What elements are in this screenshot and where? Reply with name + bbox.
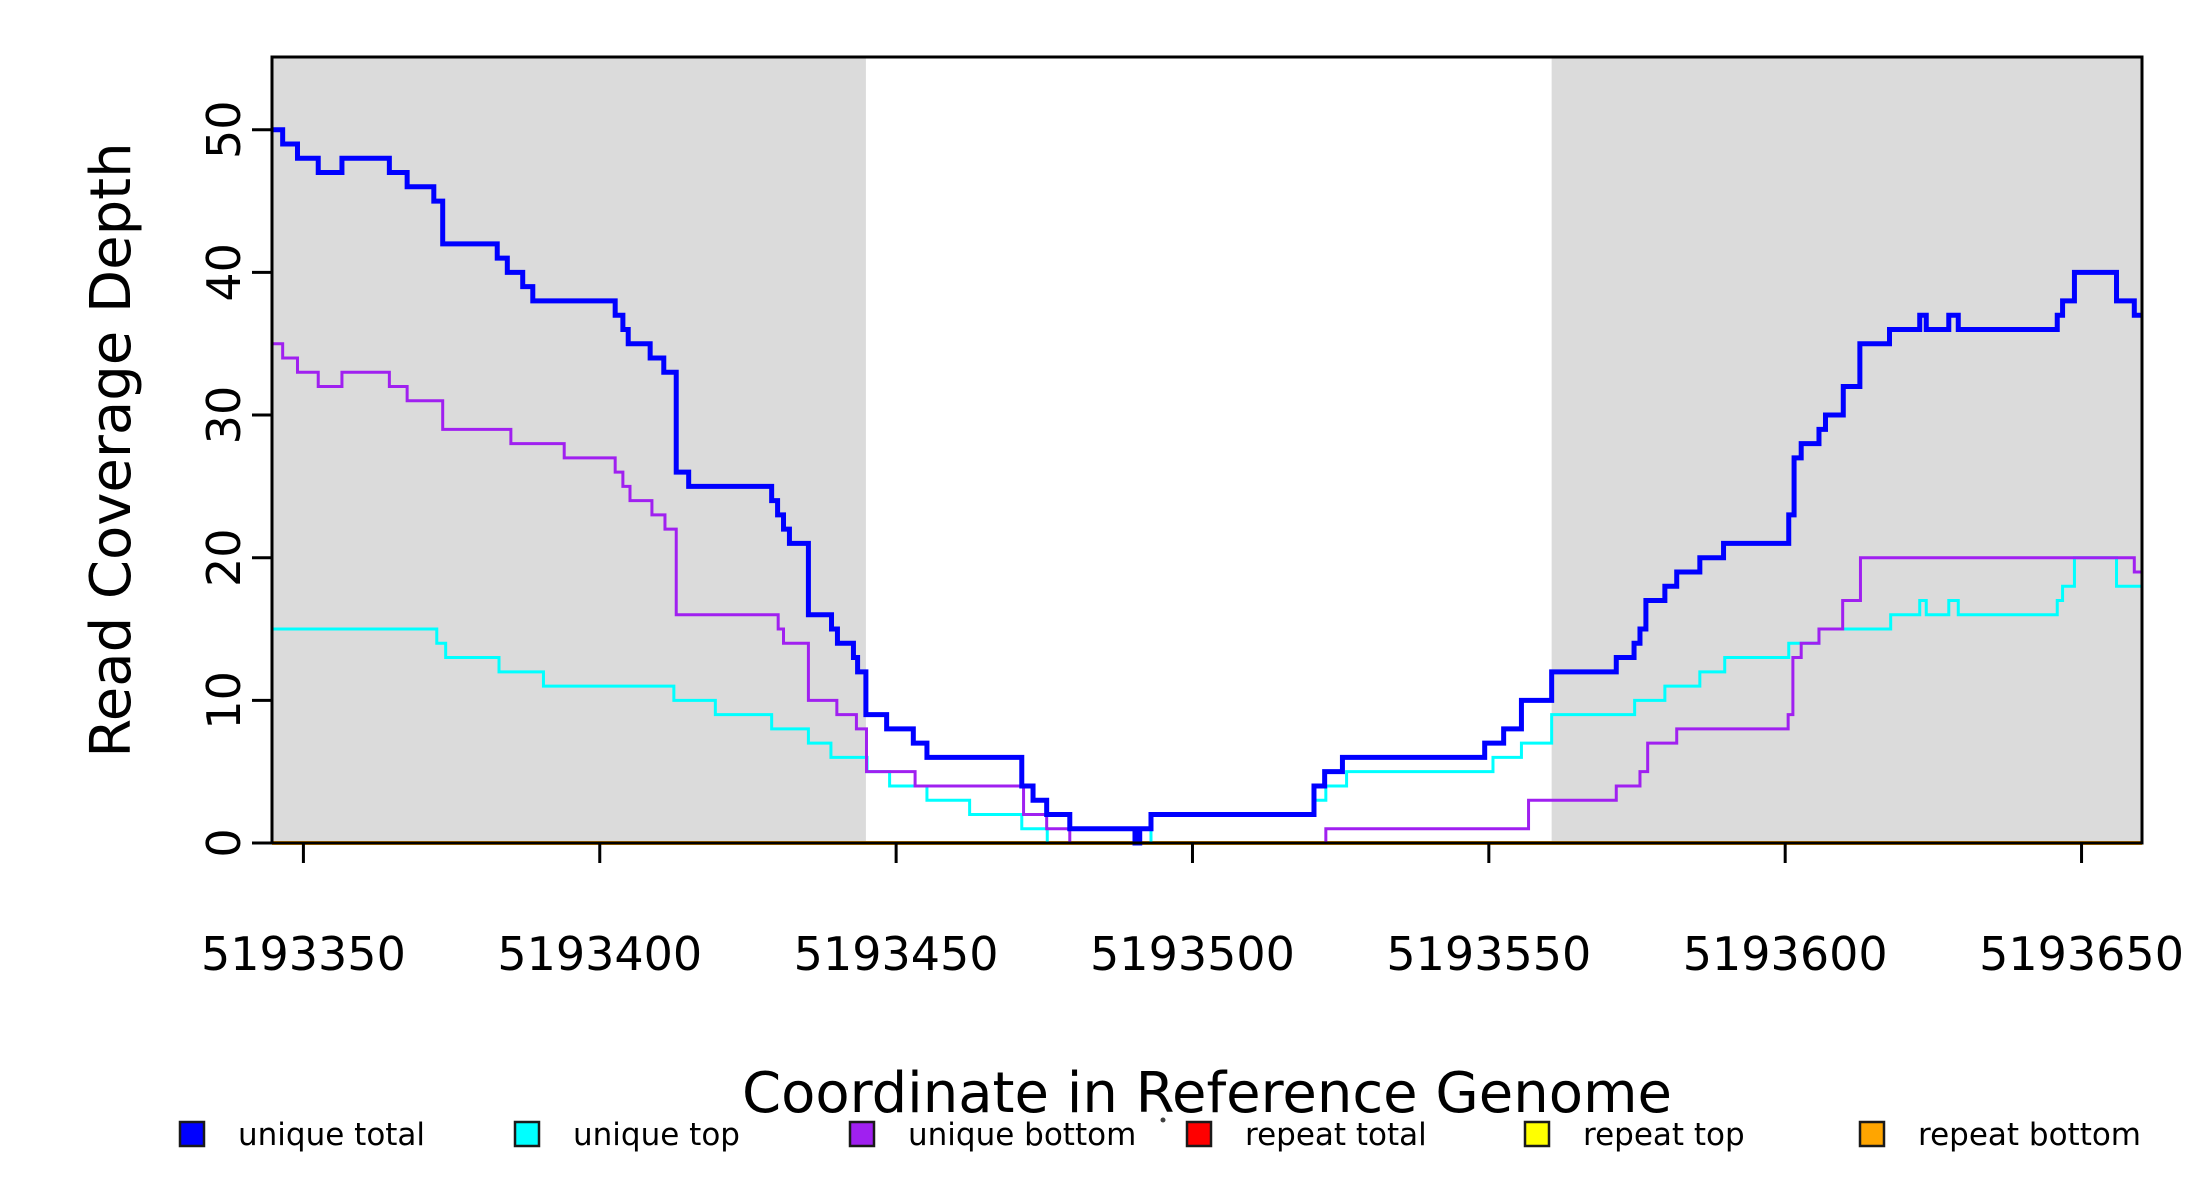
axis-tick-label-layer: 5193350 5193400 5193450 5193500 5193550 51936… xyxy=(197,100,2184,981)
y-tick-label: 30 xyxy=(197,386,251,445)
legend-label: unique bottom xyxy=(908,1117,1136,1153)
legend-item: repeat total xyxy=(1185,1117,1427,1153)
legend-item: repeat bottom xyxy=(1858,1117,2141,1153)
legend-label: repeat total xyxy=(1245,1117,1427,1153)
x-tick-label: 5193650 xyxy=(1979,927,2184,981)
legend-item: repeat top xyxy=(1523,1117,1745,1153)
legend: unique total unique top unique bottom repea… xyxy=(178,1117,2141,1153)
legend-swatch-repeat-top xyxy=(1523,1120,1551,1148)
axis-tick-layer xyxy=(252,128,2084,863)
stray-dot xyxy=(1160,1117,1166,1123)
plot-frame xyxy=(270,55,2144,845)
series-line-unique-top xyxy=(272,556,2142,845)
shaded-band xyxy=(1551,57,2142,843)
x-tick-label: 5193350 xyxy=(201,927,406,981)
series-line-unique-total xyxy=(272,127,2142,846)
legend-swatch-unique-bottom xyxy=(848,1120,876,1148)
x-tick-label: 5193400 xyxy=(497,927,702,981)
legend-item: unique bottom xyxy=(848,1117,1136,1153)
y-tick-label: 20 xyxy=(197,528,251,587)
y-tick-label: 10 xyxy=(197,671,251,730)
x-tick-label: 5193450 xyxy=(794,927,999,981)
series-line-unique-bottom xyxy=(272,342,2142,845)
shaded-region-layer xyxy=(272,57,2142,843)
legend-label: unique total xyxy=(238,1117,425,1153)
y-tick-label: 40 xyxy=(197,243,251,302)
x-tick-label: 5193500 xyxy=(1090,927,1295,981)
shaded-band xyxy=(272,57,866,843)
legend-swatch-unique-total xyxy=(178,1120,206,1148)
x-tick-label: 5193600 xyxy=(1683,927,1888,981)
y-tick-label: 50 xyxy=(197,100,251,159)
legend-item: unique top xyxy=(513,1117,740,1153)
y-axis-title: Read Coverage Depth xyxy=(79,142,144,757)
legend-label: repeat bottom xyxy=(1918,1117,2141,1153)
legend-swatch-repeat-total xyxy=(1185,1120,1213,1148)
x-axis-title: Coordinate in Reference Genome xyxy=(742,1061,1672,1126)
legend-swatch-unique-top xyxy=(513,1120,541,1148)
x-tick-label: 5193550 xyxy=(1386,927,1591,981)
legend-label: unique top xyxy=(573,1117,740,1153)
legend-item: unique total xyxy=(178,1117,425,1153)
legend-label: repeat top xyxy=(1583,1117,1745,1153)
y-tick-label: 0 xyxy=(197,828,251,857)
legend-swatch-repeat-bottom xyxy=(1858,1120,1886,1148)
